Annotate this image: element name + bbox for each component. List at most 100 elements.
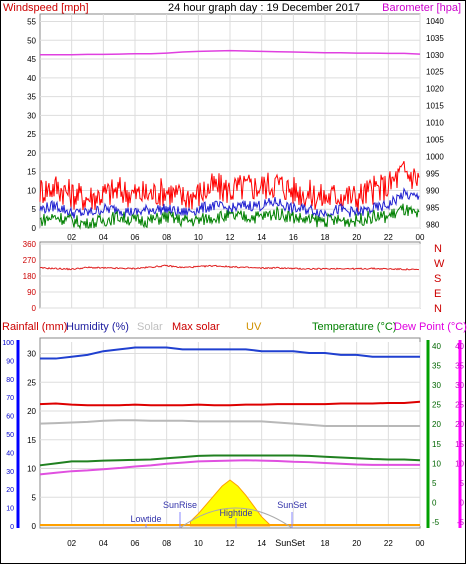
rain-tick-label: 20 [27,407,36,416]
time-axis-ticks: 02 04 06 08 10 12 14 18 20 22 00 [67,539,425,548]
solar-line [39,419,420,427]
gridlines [40,243,421,309]
temperature-label: Temperature (°C) [312,321,396,333]
direction-tick-label: 90 [27,288,36,297]
temperature-tick-label: 15 [432,440,441,449]
wind-tick-label: 0 [32,224,37,233]
time-tick-label: 16 [289,233,298,242]
temperature-tick-label: 30 [432,381,441,390]
barometer-line [40,49,421,56]
humidity-tick-label: 40 [6,450,14,457]
temperature-tick-label: 35 [432,361,441,370]
dewpoint-tick-label: 10 [455,459,464,468]
time-tick-label: 14 [257,233,266,242]
temperature-tick-label: 5 [432,479,437,488]
wind-tick-label: 5 [32,205,37,214]
rain-tick-label: 10 [27,465,36,474]
wind-axis-title: Windspeed [mph] [3,2,89,14]
rain-tick-label: 0 [32,522,37,531]
time-tick-label: 22 [384,539,393,548]
rain-axis-ticks: 0 5 10 15 20 25 30 [27,350,36,532]
barometer-tick-label: 1030 [426,51,444,60]
humidity-line [40,346,420,360]
compass-label: N [434,243,442,255]
direction-series [39,264,420,271]
compass-label: S [434,273,441,285]
wind-barometer-series [39,49,421,230]
humidity-tick-label: 80 [6,377,14,384]
wind-tick-label: 40 [27,74,36,83]
time-tick-label: 10 [194,233,203,242]
time-tick-label: 08 [162,233,171,242]
humidity-tick-label: 100 [2,340,14,347]
time-tick-label: 10 [194,539,203,548]
dewpoint-axis-ticks: -5 0 5 10 15 20 25 30 35 40 [455,342,464,527]
barometer-tick-label: 1035 [426,34,444,43]
rain-tick-label: 5 [32,493,37,502]
compass-label: N [434,303,442,315]
dewpoint-tick-label: 40 [455,342,464,351]
solar-label: Solar [137,321,163,333]
wind-tick-label: 45 [27,55,36,64]
rainfall-label: Rainfall (mm) [2,321,67,333]
dewpoint-tick-label: 25 [455,401,464,410]
dewpoint-tick-label: 0 [460,499,465,508]
time-tick-label: 06 [131,233,140,242]
time-tick-label: 06 [131,539,140,548]
compass-label: E [434,288,441,300]
sunset-label: SunSet [277,500,307,510]
dewpoint-tick-label: 35 [455,361,464,370]
dew-point-line [39,459,420,476]
temperature-tick-label: 0 [432,499,437,508]
time-tick-label: 12 [226,539,235,548]
barometer-tick-label: 995 [426,170,440,179]
barometer-tick-label: 1015 [426,102,444,111]
wind-tick-label: 10 [27,186,36,195]
barometer-tick-label: 1040 [426,17,444,26]
wind-direction-line [39,264,420,271]
time-tick-label: 00 [416,233,425,242]
sunrise-label: SunRise [163,500,197,510]
barometer-tick-label: 1025 [426,68,444,77]
time-tick-label: 12 [226,233,235,242]
humidity-label: Humidity (%) [66,321,129,333]
humidity-tick-label: 60 [6,414,14,421]
time-tick-label: 02 [67,233,76,242]
time-tick-label: 02 [67,539,76,548]
temperature-tick-label: -5 [432,518,440,527]
max-solar-label: Max solar [172,321,220,333]
barometer-tick-label: 1010 [426,119,444,128]
chart-title: 24 hour graph day : 19 December 2017 [168,2,360,14]
rain-tick-label: 25 [27,378,36,387]
humidity-tick-label: 0 [10,524,14,531]
barometer-tick-label: 1005 [426,136,444,145]
time-tick-label: 18 [321,233,330,242]
time-tick-label: 18 [321,539,330,548]
wind-tick-label: 30 [27,111,36,120]
wind-axis-ticks: 0 5 10 15 20 25 30 35 40 45 50 55 [27,18,36,233]
rain-tick-label: 30 [27,350,36,359]
wind-gust-line [39,161,420,212]
humidity-tick-label: 50 [6,432,14,439]
dewpoint-tick-label: -5 [457,518,465,527]
barometer-axis-title: Barometer [hpa] [382,2,461,14]
humidity-tick-label: 20 [6,487,14,494]
temperature-tick-label: 40 [432,342,441,351]
temperature-axis-ticks: -5 0 5 10 15 20 25 30 35 40 [432,342,441,527]
humidity-axis-ticks: 0 10 20 30 40 50 60 70 80 90 100 [2,340,14,531]
time-axis-ticks: 02 04 06 08 10 12 14 16 18 20 22 00 [67,233,425,242]
dewpoint-tick-label: 30 [455,381,464,390]
max-solar-line [39,400,421,407]
wind-barometer-panel: Windspeed [mph] 24 hour graph day : 19 D… [3,2,461,242]
time-tick-label: 22 [384,233,393,242]
time-tick-label: 00 [416,539,425,548]
multi-sensor-panel: Rainfall (mm) Humidity (%) Solar Max sol… [2,321,467,548]
compass-label: W [434,258,445,270]
dewpoint-tick-label: 20 [455,420,464,429]
rain-tick-label: 15 [27,436,36,445]
dew-point-label: Dew Point (°C) [394,321,467,333]
barometer-tick-label: 985 [426,204,440,213]
